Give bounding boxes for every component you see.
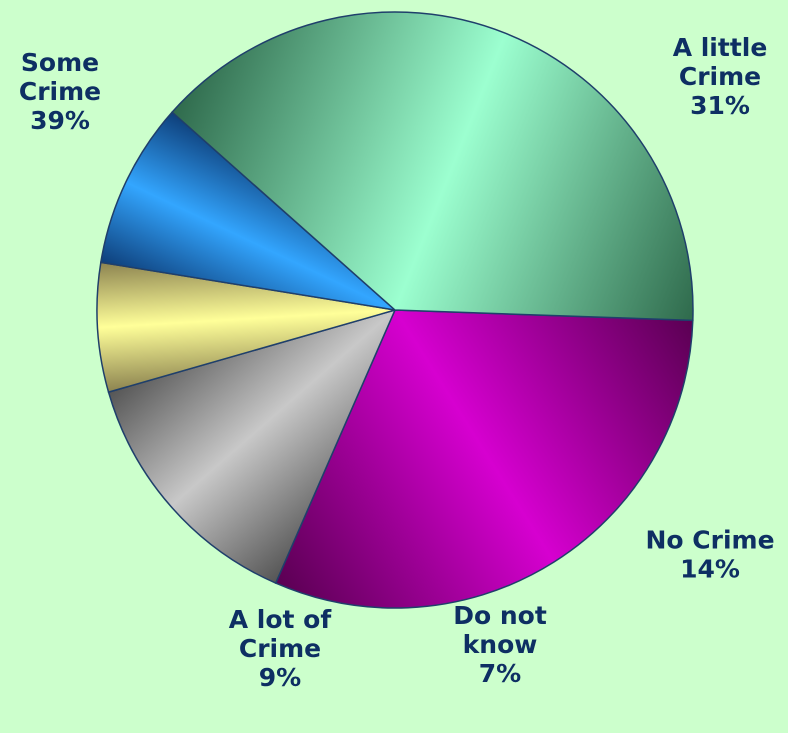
slice-value-label: 9%	[259, 663, 301, 692]
slice-label: Crime	[239, 634, 321, 663]
pie-slices	[96, 11, 694, 609]
slice-value-label: 7%	[479, 659, 521, 688]
pie-slice	[171, 11, 694, 322]
slice-value-label: 14%	[680, 555, 740, 584]
slice-label: Some	[21, 48, 99, 77]
slice-label: No Crime	[645, 526, 774, 555]
slice-label: Crime	[19, 77, 101, 106]
slice-label: A lot of	[229, 605, 333, 634]
slice-label: Do not	[453, 601, 547, 630]
pie-slice	[96, 261, 396, 394]
slice-value-label: 39%	[30, 106, 90, 135]
slice-label: A little	[673, 33, 768, 62]
slice-label: Crime	[679, 62, 761, 91]
pie-slice	[107, 308, 397, 585]
pie-slice	[99, 111, 398, 312]
pie-slice	[274, 309, 694, 609]
slice-label: know	[463, 630, 538, 659]
slice-value-label: 31%	[690, 91, 750, 120]
